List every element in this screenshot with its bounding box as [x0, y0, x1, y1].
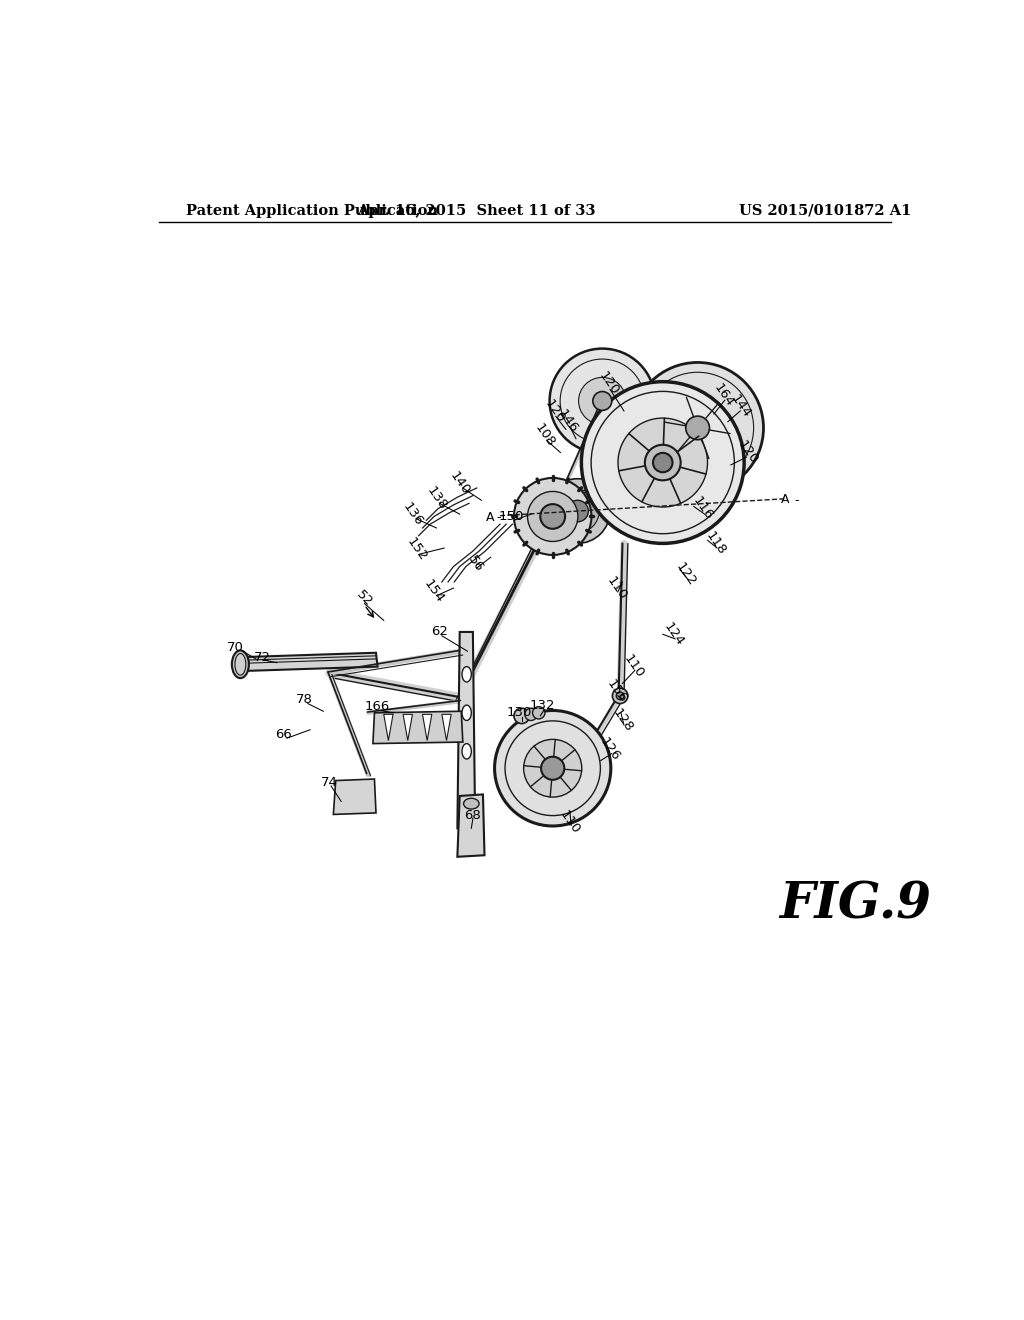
Circle shape: [582, 381, 744, 544]
Text: 66: 66: [274, 727, 292, 741]
Polygon shape: [403, 714, 413, 741]
Text: 166: 166: [365, 700, 390, 713]
Circle shape: [550, 348, 655, 453]
Text: Patent Application Publication: Patent Application Publication: [186, 203, 438, 218]
Text: 110: 110: [557, 808, 583, 837]
Circle shape: [612, 688, 628, 704]
Text: 130: 130: [507, 706, 532, 719]
Polygon shape: [234, 653, 378, 671]
Circle shape: [593, 392, 611, 411]
Text: 110: 110: [621, 652, 646, 681]
Text: -: -: [496, 511, 501, 524]
Text: A: A: [781, 492, 790, 506]
Text: 52: 52: [353, 589, 375, 610]
Circle shape: [524, 708, 538, 721]
Text: -: -: [792, 494, 800, 507]
Ellipse shape: [234, 653, 246, 675]
Text: 74: 74: [322, 776, 338, 788]
Text: 136: 136: [400, 500, 426, 528]
Text: 118: 118: [702, 529, 728, 557]
Circle shape: [545, 479, 610, 544]
Text: 78: 78: [296, 693, 313, 706]
Polygon shape: [373, 711, 463, 743]
Text: 56: 56: [465, 553, 485, 574]
Text: 62: 62: [431, 626, 447, 639]
Text: 120: 120: [596, 370, 622, 397]
Circle shape: [532, 706, 545, 719]
Text: 110: 110: [604, 574, 629, 602]
Polygon shape: [458, 632, 475, 829]
Polygon shape: [423, 714, 432, 741]
Ellipse shape: [462, 743, 471, 759]
Text: 150: 150: [499, 510, 524, 523]
Text: Apr. 16, 2015  Sheet 11 of 33: Apr. 16, 2015 Sheet 11 of 33: [357, 203, 596, 218]
Circle shape: [514, 478, 592, 554]
Circle shape: [541, 504, 565, 529]
Circle shape: [527, 491, 578, 541]
Circle shape: [686, 416, 710, 440]
Text: A: A: [486, 511, 495, 524]
Circle shape: [556, 490, 599, 532]
Polygon shape: [384, 714, 393, 741]
Text: 152: 152: [403, 536, 429, 564]
Text: 144: 144: [728, 392, 753, 420]
Ellipse shape: [462, 667, 471, 682]
Text: 122: 122: [674, 560, 698, 589]
Text: 116: 116: [690, 495, 716, 523]
Text: 108: 108: [532, 421, 557, 450]
Text: 128: 128: [610, 706, 635, 735]
Polygon shape: [334, 779, 376, 814]
Text: 140: 140: [447, 470, 472, 498]
Circle shape: [566, 500, 589, 521]
Circle shape: [645, 445, 681, 480]
Text: 72: 72: [254, 651, 271, 664]
Ellipse shape: [231, 651, 249, 678]
Circle shape: [632, 363, 764, 494]
Circle shape: [665, 395, 730, 461]
Text: 126: 126: [597, 735, 623, 764]
Text: 146: 146: [555, 408, 580, 436]
Text: 132: 132: [529, 698, 555, 711]
Ellipse shape: [462, 705, 471, 721]
Circle shape: [618, 418, 708, 507]
Circle shape: [514, 708, 529, 723]
Circle shape: [579, 378, 626, 425]
Circle shape: [523, 739, 582, 797]
Circle shape: [541, 756, 564, 780]
Polygon shape: [442, 714, 452, 741]
Text: FIG.9: FIG.9: [779, 880, 931, 929]
Text: 120: 120: [542, 397, 567, 425]
Text: 120: 120: [735, 438, 761, 467]
Text: 164: 164: [711, 381, 736, 409]
Text: 68: 68: [464, 809, 480, 822]
Text: 138: 138: [424, 484, 450, 513]
Text: 70: 70: [226, 640, 244, 653]
Ellipse shape: [464, 799, 479, 809]
Text: 156: 156: [604, 677, 629, 705]
Text: 154: 154: [421, 577, 445, 606]
Circle shape: [653, 453, 673, 473]
Text: US 2015/0101872 A1: US 2015/0101872 A1: [739, 203, 911, 218]
Text: 124: 124: [662, 620, 686, 648]
Circle shape: [495, 710, 611, 826]
Polygon shape: [458, 795, 484, 857]
Circle shape: [616, 692, 624, 700]
